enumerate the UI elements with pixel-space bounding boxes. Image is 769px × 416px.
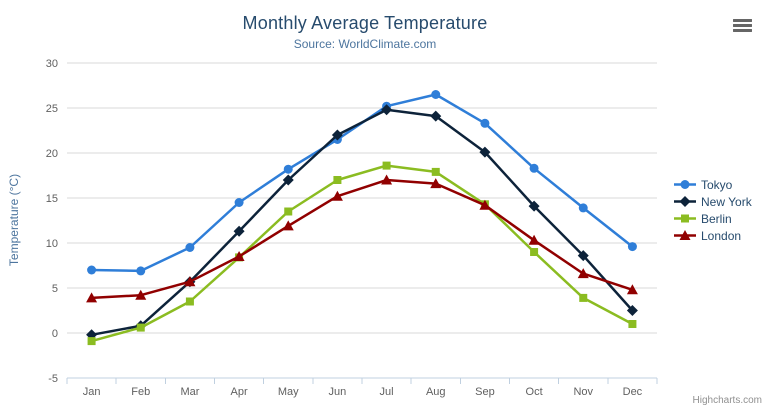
svg-text:Jun: Jun xyxy=(329,386,347,398)
svg-text:10: 10 xyxy=(46,238,58,250)
legend-label: Berlin xyxy=(701,211,732,226)
svg-text:5: 5 xyxy=(52,283,58,295)
highcharts-credit-link[interactable]: Highcharts.com xyxy=(692,395,762,406)
svg-text:Jul: Jul xyxy=(380,386,394,398)
svg-text:20: 20 xyxy=(46,148,58,160)
svg-text:15: 15 xyxy=(46,193,58,205)
svg-text:-5: -5 xyxy=(48,373,58,385)
svg-text:30: 30 xyxy=(46,58,58,70)
svg-text:Jan: Jan xyxy=(83,386,101,398)
svg-text:Oct: Oct xyxy=(526,386,543,398)
svg-text:Aug: Aug xyxy=(426,386,446,398)
chart-subtitle: Source: WorldClimate.com xyxy=(293,37,437,51)
svg-text:Apr: Apr xyxy=(231,386,248,398)
legend-item-new-york[interactable]: New York xyxy=(674,193,752,210)
legend-item-tokyo[interactable]: Tokyo xyxy=(674,176,752,193)
triangle-series-marker-icon xyxy=(674,230,696,240)
square-series-marker-icon xyxy=(674,214,696,223)
svg-text:May: May xyxy=(278,386,299,398)
legend-label: New York xyxy=(701,194,752,209)
svg-text:Feb: Feb xyxy=(131,386,150,398)
context-menu-button[interactable] xyxy=(730,15,756,37)
legend-item-london[interactable]: London xyxy=(674,227,752,244)
circle-series-marker-icon xyxy=(674,180,696,189)
legend: Tokyo New York Berlin London xyxy=(674,176,752,244)
legend-label: Tokyo xyxy=(701,177,733,192)
legend-item-berlin[interactable]: Berlin xyxy=(674,210,752,227)
svg-text:0: 0 xyxy=(52,328,58,340)
svg-text:25: 25 xyxy=(46,103,58,115)
svg-text:Nov: Nov xyxy=(573,386,593,398)
svg-text:Sep: Sep xyxy=(475,386,495,398)
svg-text:Mar: Mar xyxy=(180,386,199,398)
diamond-series-marker-icon xyxy=(674,196,696,207)
hamburger-menu-icon xyxy=(733,18,753,32)
legend-label: London xyxy=(701,228,742,243)
svg-text:Dec: Dec xyxy=(623,386,643,398)
chart-title: Monthly Average Temperature xyxy=(242,13,488,33)
